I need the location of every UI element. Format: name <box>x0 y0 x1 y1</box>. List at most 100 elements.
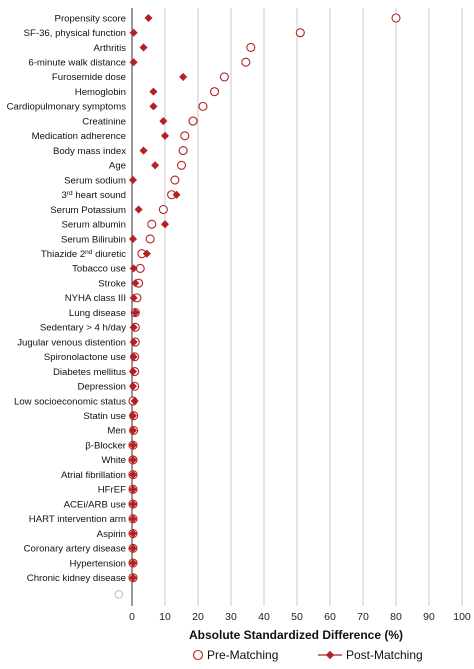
category-label: 3rd heart sound <box>62 190 126 202</box>
category-label: Spironolactone use <box>44 352 126 363</box>
post-matching-point <box>128 367 138 376</box>
category-label: Furosemide dose <box>52 72 126 83</box>
category-label: Atrial fibrillation <box>61 470 126 481</box>
x-axis-title: Absolute Standardized Difference (%) <box>189 628 403 642</box>
category-label: White <box>101 455 126 466</box>
post-matching-point <box>129 264 138 273</box>
pre-matching-point <box>147 219 157 229</box>
category-label: Propensity score <box>55 13 126 24</box>
pre-matching-point <box>170 175 180 185</box>
post-matching-point <box>128 558 138 568</box>
post-matching-point <box>172 190 181 199</box>
post-matching-point <box>128 544 138 553</box>
category-label: Hemoglobin <box>75 87 126 98</box>
post-matching-point <box>129 352 138 361</box>
category-label: Sedentary > 4 h/day <box>40 323 126 334</box>
post-matching-point <box>130 396 139 406</box>
pre-matching-point <box>158 204 168 215</box>
post-matching-point <box>134 205 143 214</box>
category-label: Low socioeconomic status <box>14 396 126 407</box>
x-tick-label: 20 <box>192 611 204 623</box>
post-matching-point <box>128 470 138 479</box>
post-matching-point <box>129 338 138 347</box>
pre-matching-point <box>246 42 256 53</box>
pre-matching-point <box>209 87 220 97</box>
legend-post-marker <box>325 650 335 660</box>
category-label: NYHA class III <box>65 293 126 304</box>
post-matching-point <box>128 455 138 464</box>
category-label: Hypertension <box>69 558 126 569</box>
category-label: Body mass index <box>53 146 126 157</box>
category-label: Statin use <box>83 411 126 422</box>
post-matching-point <box>139 43 148 52</box>
legend-pre-marker <box>192 649 204 661</box>
category-label: Chronic kidney disease <box>27 573 126 584</box>
category-label: Coronary artery disease <box>24 544 126 555</box>
category-label: Serum Potassium <box>50 205 126 216</box>
post-matching-point <box>128 485 138 494</box>
category-label: HFrEF <box>98 485 126 496</box>
post-matching-point <box>144 13 153 23</box>
post-matching-point <box>149 87 158 96</box>
post-matching-point <box>128 426 138 435</box>
x-tick-label: 70 <box>357 611 369 623</box>
post-matching-point <box>128 176 138 185</box>
category-label: 6-minute walk distance <box>28 57 126 68</box>
category-label: Creatinine <box>82 116 126 127</box>
pre-matching-point <box>295 28 305 38</box>
pre-matching-point <box>241 57 251 67</box>
x-tick-label: 10 <box>159 611 171 623</box>
post-matching-point <box>129 323 138 332</box>
post-matching-point <box>160 131 170 140</box>
x-tick-label: 80 <box>390 611 402 623</box>
legend-post-label: Post-Matching <box>346 648 423 662</box>
post-matching-point <box>129 58 138 67</box>
post-matching-point <box>131 308 140 317</box>
post-matching-point <box>129 293 138 302</box>
x-tick-label: 90 <box>423 611 435 623</box>
marks-layer <box>114 13 401 599</box>
pre-matching-point <box>176 160 187 170</box>
pre-matching-point <box>391 13 401 23</box>
post-matching-point <box>151 161 160 170</box>
post-matching-point <box>128 500 138 509</box>
category-label: Men <box>107 426 126 437</box>
post-matching-point <box>131 279 140 288</box>
post-matching-point <box>139 146 148 155</box>
category-label: Stroke <box>98 278 126 289</box>
category-label: ACEi/ARB use <box>64 499 126 510</box>
category-label: Cardiopulmonary symptoms <box>7 102 127 113</box>
category-label: SF-36, physical function <box>24 28 126 39</box>
pre-matching-point <box>180 131 190 141</box>
category-label: Jugular venous distention <box>17 337 126 348</box>
post-matching-point <box>128 529 138 538</box>
category-label: Serum sodium <box>64 175 126 186</box>
post-matching-point <box>128 234 138 243</box>
pre-matching-point <box>219 72 229 82</box>
category-label: Serum albumin <box>61 220 126 231</box>
post-matching-point <box>142 249 151 258</box>
category-label: Age <box>109 161 126 172</box>
x-tick-label: 0 <box>129 611 135 623</box>
category-label: Depression <box>77 382 126 393</box>
category-label: HART intervention arm <box>29 514 126 525</box>
category-label: Lung disease <box>69 308 126 319</box>
post-matching-point <box>128 382 138 391</box>
category-label: Aspirin <box>97 529 126 540</box>
post-matching-point <box>160 220 170 229</box>
category-label: Diabetes mellitus <box>53 367 126 378</box>
category-label: Tobacco use <box>72 264 126 275</box>
post-matching-point <box>128 441 138 450</box>
category-label: Medication adherence <box>32 131 126 142</box>
x-tick-label: 30 <box>225 611 237 623</box>
pre-matching-point <box>114 590 124 599</box>
x-tick-label: 100 <box>453 611 471 623</box>
legend: Pre-Matching Post-Matching <box>192 648 423 662</box>
pre-matching-point <box>178 146 188 156</box>
category-label: Arthritis <box>93 43 126 54</box>
category-labels: Propensity score SF-36, physical function… <box>7 13 127 584</box>
x-tick-label: 50 <box>291 611 303 623</box>
post-matching-point <box>179 72 188 81</box>
post-matching-point <box>128 573 138 582</box>
post-matching-point <box>129 28 138 37</box>
